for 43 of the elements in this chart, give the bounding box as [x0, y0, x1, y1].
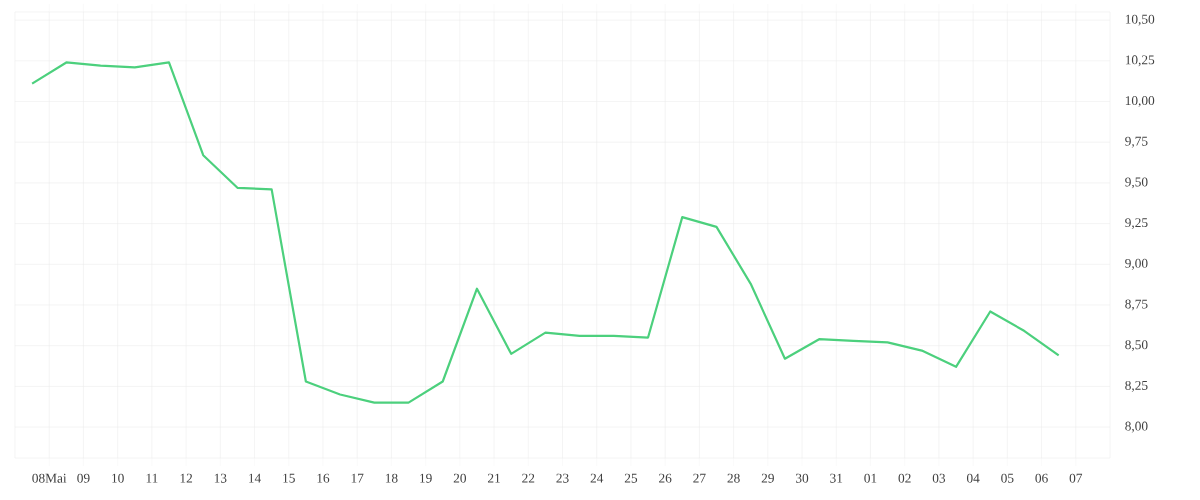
x-tick-label: 03 — [932, 473, 946, 483]
y-tick-label: 8,00 — [1125, 421, 1148, 433]
x-tick-label: 02 — [898, 473, 911, 483]
y-tick-label: 8,50 — [1125, 340, 1148, 352]
x-tick-label: 19 — [420, 473, 432, 483]
y-tick-label: 10,00 — [1125, 96, 1155, 107]
x-tick-label: 27 — [693, 473, 706, 483]
x-tick-label: 17 — [351, 473, 364, 483]
x-tick-label: 22 — [522, 473, 535, 483]
x-tick-label: 23 — [556, 473, 569, 483]
x-tick-label: 15 — [283, 473, 295, 483]
y-tick-label: 8,25 — [1125, 380, 1148, 392]
x-tick-label: 07 — [1069, 473, 1083, 483]
y-tick-label: 9,50 — [1125, 177, 1148, 189]
x-tick-label: 21 — [487, 473, 500, 483]
y-tick-label: 9,25 — [1125, 218, 1148, 230]
x-tick-label: 30 — [796, 473, 809, 483]
x-tick-label: 10 — [112, 473, 124, 483]
x-tick-label: 24 — [590, 473, 604, 483]
line-series — [31, 61, 1060, 404]
x-tick-label: 01 — [864, 473, 877, 483]
x-tick-label: 08Mai — [32, 473, 67, 483]
x-tick-label: 31 — [830, 473, 843, 483]
y-tick-label: 9,00 — [1125, 258, 1148, 270]
x-tick-label: 14 — [249, 473, 261, 483]
x-tick-label: 20 — [453, 473, 467, 483]
y-tick-label: 8,75 — [1125, 299, 1148, 311]
x-tick-label: 04 — [966, 473, 980, 483]
x-tick-label: 09 — [77, 473, 90, 483]
x-tick-label: 26 — [659, 473, 672, 483]
x-tick-label: 29 — [761, 473, 774, 483]
x-tick-label: 25 — [624, 473, 638, 483]
y-tick-label: 10,25 — [1125, 55, 1155, 67]
x-tick-label: 06 — [1035, 473, 1048, 483]
x-tick-label: 11 — [146, 473, 158, 483]
x-tick-label: 05 — [1001, 473, 1014, 483]
x-tick-label: 28 — [727, 473, 740, 483]
x-tick-label: 13 — [214, 473, 227, 483]
y-tick-label: 9,75 — [1125, 136, 1148, 148]
x-tick-label: 12 — [180, 473, 193, 483]
y-tick-label: 10,50 — [1125, 14, 1155, 26]
x-tick-label: 18 — [385, 473, 398, 483]
x-tick-label: 16 — [317, 473, 330, 483]
